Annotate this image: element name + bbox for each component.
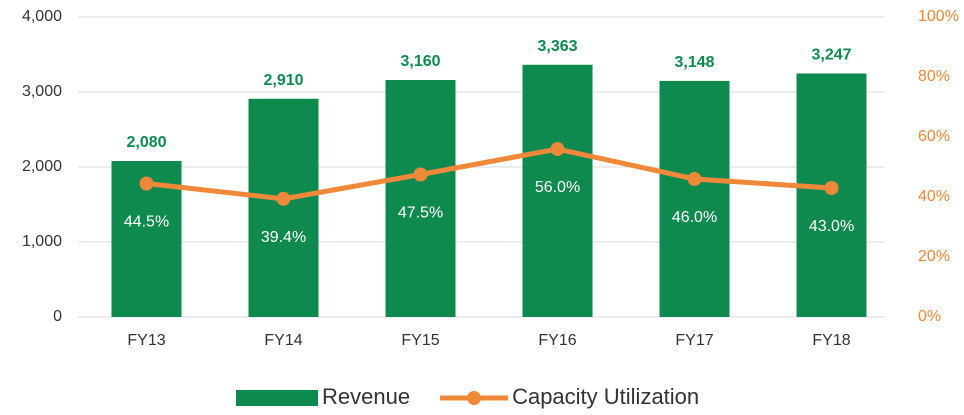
x-tick-label: FY18 [812,332,850,349]
x-tick-label: FY15 [401,332,439,349]
line-value-label: 43.0% [809,218,854,235]
bar-value-label: 3,363 [537,38,577,55]
y-tick-label: 4,000 [22,8,62,25]
x-tick-label: FY13 [127,332,165,349]
y-tick-label: 2,000 [22,158,62,175]
y2-tick-label: 60% [918,128,950,145]
line-value-label: 47.5% [398,205,443,222]
y-tick-label: 0 [53,308,62,325]
legend-swatch-marker [467,391,482,405]
line [146,146,832,202]
line-marker [276,191,291,206]
y-tick-label: 1,000 [22,233,62,250]
bar-value-label: 3,148 [674,54,714,71]
bar-value-label: 2,080 [126,134,166,151]
bar [796,73,867,317]
line-marker [550,142,565,156]
line-marker [824,181,839,195]
legend-label: Capacity Utilization [512,384,699,409]
bar [659,80,730,318]
bar-value-label: 3,247 [811,47,851,64]
x-tick-label: FY14 [264,332,302,349]
line-marker [139,176,154,191]
line-value-label: 39.4% [261,229,306,246]
legend-label: Revenue [322,384,410,409]
bar [385,80,456,317]
x-tick-label: FY17 [675,332,713,349]
y2-tick-label: 80% [918,68,950,85]
bar [522,64,593,318]
y2-tick-label: 0% [918,308,941,325]
x-tick-label: FY16 [538,332,576,349]
line-value-label: 46.0% [672,209,717,226]
line-value-label: 44.5% [124,214,169,231]
y2-tick-label: 40% [918,188,950,205]
y2-tick-label: 100% [918,8,959,25]
bar-value-label: 3,160 [400,53,440,70]
bar [248,98,319,317]
bar-value-label: 2,910 [263,72,303,89]
line-value-label: 56.0% [535,179,580,196]
y-tick-label: 3,000 [22,83,62,100]
line-marker [687,172,702,186]
line-marker [413,167,428,182]
legend-swatch [236,390,318,406]
y2-tick-label: 20% [918,248,950,265]
